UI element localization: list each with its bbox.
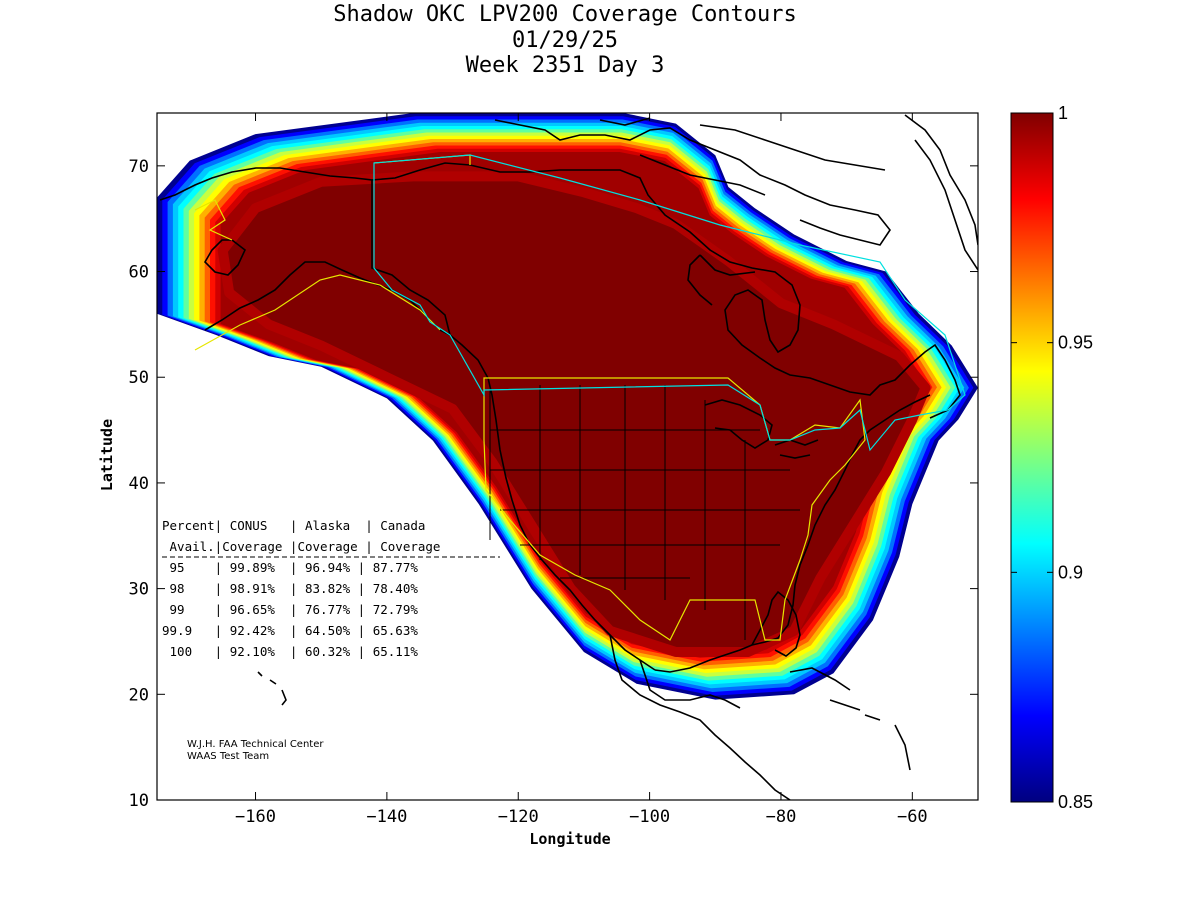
y-tick-label: 20 (129, 685, 149, 705)
hudson-bay (687, 254, 756, 306)
conus-boundary (483, 377, 866, 641)
alaska-coast (159, 167, 452, 337)
x-tick-label: −100 (629, 807, 670, 827)
greenland (904, 114, 978, 246)
table-header-2: Avail.|Coverage |Coverage | Coverage (162, 539, 440, 554)
gulf-coast (654, 394, 931, 673)
colorbar-tick-label: 1 (1058, 103, 1068, 123)
x-tick-label: −120 (498, 807, 539, 827)
florida (751, 590, 801, 657)
x-tick-label: −80 (766, 807, 797, 827)
table-row: 100 | 92.10% | 60.32% | 65.11% (162, 644, 418, 659)
mexico-central-america (609, 634, 791, 800)
y-tick-label: 10 (129, 791, 149, 811)
us-west-coast (449, 334, 656, 671)
state-lines (489, 385, 800, 640)
canada-coast (371, 162, 961, 419)
x-tick-label: −140 (366, 807, 407, 827)
y-tick-label: 40 (129, 474, 149, 494)
table-row: 99 | 96.65% | 76.77% | 72.79% (162, 602, 418, 617)
table-row: 99.9 | 92.42% | 64.50% | 65.63% (162, 623, 418, 638)
x-tick-label: −160 (235, 807, 276, 827)
colorbar-ticks: 1 0.95 0.9 0.85 (1011, 103, 1093, 812)
coverage-core (217, 171, 931, 657)
arctic-islands (494, 117, 978, 271)
colorbar-tick-label: 0.85 (1058, 792, 1093, 812)
y-tick-label: 70 (129, 157, 149, 177)
y-tick-label: 60 (129, 263, 149, 283)
caribbean (789, 667, 911, 771)
chart-week-day: Week 2351 Day 3 (465, 53, 665, 78)
y-tick-label: 50 (129, 368, 149, 388)
x-axis: −160 −140 −120 −100 −80 −60 (235, 113, 928, 827)
colorbar (1010, 112, 1054, 803)
canada-boundary (373, 154, 966, 452)
colorbar-tick-label: 0.9 (1058, 562, 1083, 582)
x-tick-label: −60 (897, 807, 928, 827)
table-header-1: Percent| CONUS | Alaska | Canada (162, 518, 425, 533)
y-tick-label: 30 (129, 580, 149, 600)
availability-table: Percent| CONUS | Alaska | Canada Avail.|… (162, 518, 500, 659)
chart-title: Shadow OKC LPV200 Coverage Contours (333, 2, 797, 27)
x-axis-label: Longitude (529, 830, 610, 848)
table-row: 95 | 99.89% | 96.94% | 87.77% (162, 560, 418, 575)
plot-frame (156, 112, 979, 801)
y-axis-label: Latitude (98, 419, 116, 491)
region-boundaries (194, 154, 966, 641)
chart-date: 01/29/25 (512, 28, 618, 53)
colorbar-tick-label: 0.95 (1058, 333, 1093, 353)
y-axis: 10 20 30 40 50 60 70 (129, 157, 978, 811)
credit-line-1: W.J.H. FAA Technical Center (187, 739, 324, 750)
table-row: 98 | 98.91% | 83.82% | 78.40% (162, 581, 418, 596)
great-lakes (704, 399, 819, 459)
coastlines (159, 114, 978, 800)
credit-line-2: WAAS Test Team (187, 751, 269, 762)
hawaii (257, 671, 287, 706)
